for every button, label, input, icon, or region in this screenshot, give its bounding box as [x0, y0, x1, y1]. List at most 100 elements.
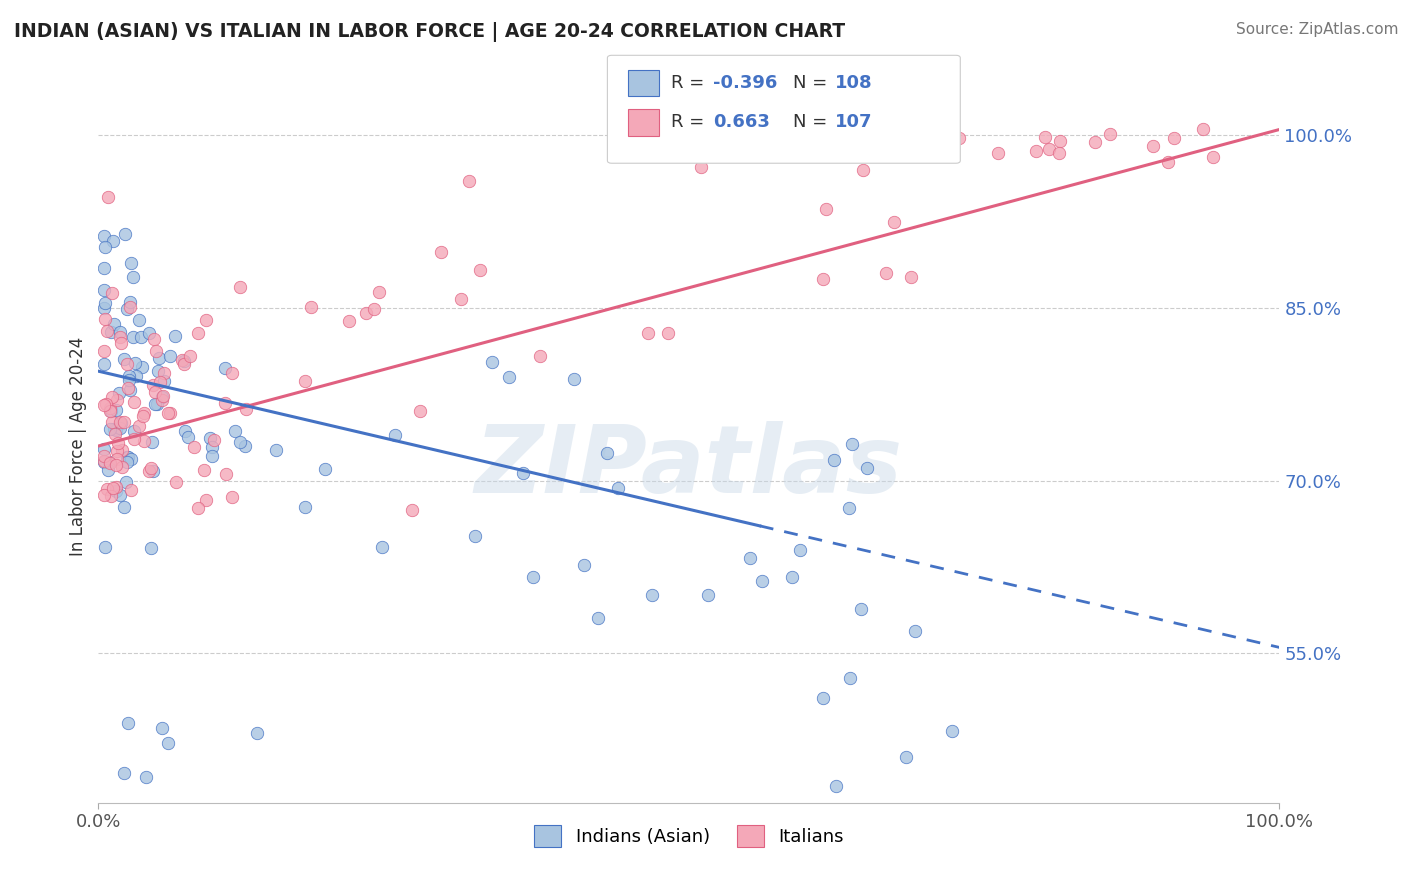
Point	[152, 388, 174, 402]
Point	[157, 406, 180, 420]
Point	[112, 766, 135, 780]
Point	[825, 779, 848, 793]
Point	[124, 356, 146, 370]
Point	[117, 450, 139, 464]
Point	[176, 430, 198, 444]
Point	[1191, 122, 1213, 136]
Point	[572, 558, 595, 573]
Point	[94, 239, 117, 253]
Point	[813, 691, 835, 706]
Point	[195, 312, 218, 326]
Point	[1025, 144, 1047, 158]
Point	[98, 404, 121, 418]
Point	[235, 439, 257, 453]
Point	[110, 488, 132, 502]
Point	[689, 160, 711, 174]
Point	[339, 313, 361, 327]
Point	[138, 464, 160, 478]
Point	[93, 301, 115, 316]
Point	[450, 292, 472, 306]
Point	[214, 395, 236, 409]
Point	[120, 295, 142, 310]
Point	[117, 715, 139, 730]
Point	[430, 244, 453, 259]
Point	[143, 396, 166, 410]
Text: N =: N =	[793, 113, 832, 131]
Point	[132, 434, 155, 448]
Point	[141, 460, 163, 475]
Point	[97, 190, 120, 204]
Point	[183, 440, 205, 454]
Point	[641, 588, 664, 602]
Point	[149, 375, 172, 389]
Point	[93, 450, 115, 464]
Point	[529, 350, 551, 364]
Point	[104, 426, 127, 441]
Point	[464, 529, 486, 543]
Point	[1033, 130, 1056, 145]
Point	[498, 370, 520, 384]
Point	[117, 381, 139, 395]
Text: 108: 108	[835, 74, 873, 92]
Point	[122, 270, 145, 285]
Point	[108, 421, 131, 435]
Point	[941, 724, 963, 739]
Point	[150, 722, 173, 736]
Point	[100, 325, 122, 339]
Text: -0.396: -0.396	[713, 74, 778, 92]
Point	[948, 131, 970, 145]
Point	[120, 483, 142, 498]
Point	[93, 488, 115, 502]
Point	[108, 415, 131, 429]
Point	[118, 373, 141, 387]
Point	[875, 267, 897, 281]
Point	[696, 588, 718, 602]
Point	[128, 418, 150, 433]
Point	[170, 353, 193, 368]
Point	[813, 272, 835, 286]
Point	[370, 540, 392, 554]
Point	[814, 202, 837, 216]
Point	[122, 394, 145, 409]
Point	[128, 313, 150, 327]
Point	[129, 330, 152, 344]
Point	[363, 301, 385, 316]
Y-axis label: In Labor Force | Age 20-24: In Labor Force | Age 20-24	[69, 336, 87, 556]
Point	[122, 432, 145, 446]
Point	[108, 329, 131, 343]
Point	[165, 329, 187, 343]
Text: R =: R =	[671, 74, 710, 92]
Text: Source: ZipAtlas.com: Source: ZipAtlas.com	[1236, 22, 1399, 37]
Point	[105, 452, 128, 467]
Point	[468, 263, 491, 277]
Point	[142, 378, 165, 392]
Point	[224, 424, 246, 438]
Point	[852, 162, 875, 177]
Point	[100, 489, 122, 503]
Point	[110, 336, 132, 351]
Point	[202, 433, 225, 447]
Point	[135, 770, 157, 784]
Point	[841, 437, 863, 451]
Point	[143, 332, 166, 346]
Point	[900, 269, 922, 284]
Point	[94, 296, 117, 310]
Point	[112, 415, 135, 429]
Point	[115, 455, 138, 469]
Point	[93, 283, 115, 297]
Point	[125, 369, 148, 384]
Point	[145, 343, 167, 358]
Point	[215, 467, 238, 481]
Point	[148, 364, 170, 378]
Point	[246, 726, 269, 740]
Point	[94, 397, 117, 411]
Point	[838, 500, 860, 515]
Point	[131, 360, 153, 375]
Text: INDIAN (ASIAN) VS ITALIAN IN LABOR FORCE | AGE 20-24 CORRELATION CHART: INDIAN (ASIAN) VS ITALIAN IN LABOR FORCE…	[14, 22, 845, 42]
Point	[134, 406, 156, 420]
Point	[132, 409, 155, 424]
Point	[201, 441, 224, 455]
Point	[740, 551, 762, 566]
Point	[187, 501, 209, 516]
Point	[1049, 134, 1071, 148]
